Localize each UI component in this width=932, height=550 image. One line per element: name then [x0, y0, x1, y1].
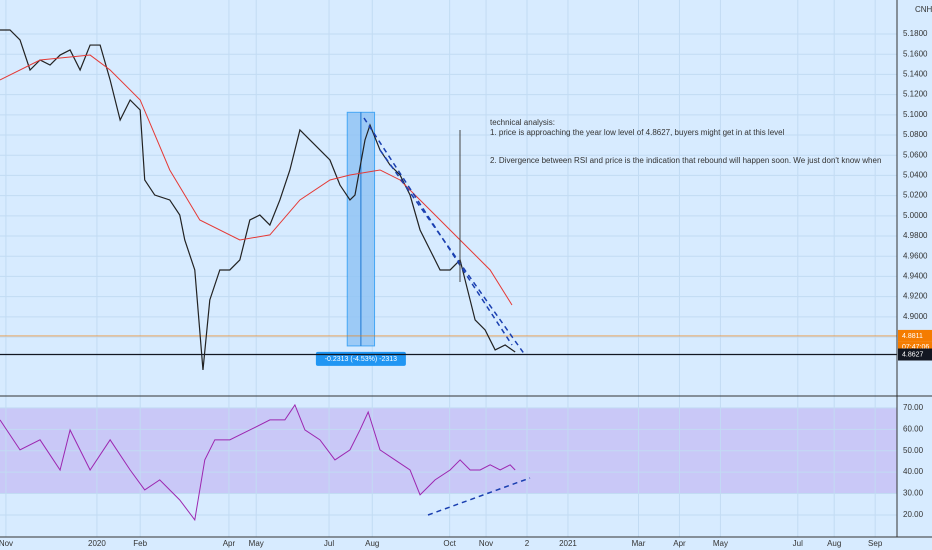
annotation: 2. Divergence between RSI and price is t…: [490, 156, 881, 165]
series-line: [0, 29, 516, 371]
symbol: CNH: [915, 5, 932, 14]
y-tick-label: 4.9800: [903, 231, 928, 240]
price-label-box: [898, 329, 932, 342]
y-tick-label: 5.1400: [903, 70, 928, 79]
annotation: 1. price is approaching the year low lev…: [490, 128, 785, 137]
trendline: [427, 477, 531, 516]
x-tick-label: 2020: [88, 539, 106, 548]
x-tick-label: 2021: [559, 539, 577, 548]
x-tick-label: 2: [525, 539, 530, 548]
countdown-box: [898, 341, 932, 352]
y-tick-label: 5.1000: [903, 110, 928, 119]
y-tick-label: 5.1600: [903, 49, 928, 58]
series-line: [0, 54, 513, 306]
x-tick-label: Aug: [827, 539, 841, 548]
y-tick-label: 20.00: [903, 510, 924, 519]
y-tick-label: 5.1800: [903, 29, 928, 38]
x-tick-label: Sep: [868, 539, 883, 548]
x-tick-label: May: [713, 539, 728, 548]
measure-label: -0.2313 (-4.53%) -2313: [325, 356, 397, 363]
y-tick-label: 5.1200: [903, 90, 928, 99]
y-tick-label: 40.00: [903, 467, 924, 476]
x-tick-label: Aug: [365, 539, 379, 548]
countdown: 07:47:06: [902, 344, 929, 351]
x-tick-label: Feb: [133, 539, 147, 548]
x-tick-label: Apr: [673, 539, 686, 548]
y-tick-label: 60.00: [903, 424, 924, 433]
x-tick-label: Jul: [324, 539, 334, 548]
y-tick-label: 5.0400: [903, 171, 928, 180]
x-tick-label: Mar: [632, 539, 646, 548]
x-tick-label: Jul: [793, 539, 803, 548]
y-tick-label: 4.9600: [903, 251, 928, 260]
x-tick-label: Nov: [479, 539, 493, 548]
y-tick-label: 50.00: [903, 446, 924, 455]
x-tick-label: Apr: [223, 539, 236, 548]
x-tick-label: May: [249, 539, 264, 548]
y-tick-label: 5.0200: [903, 191, 928, 200]
series-line: [0, 403, 516, 522]
price-label: 4.8627: [902, 351, 924, 358]
price-label-box: [898, 348, 932, 361]
y-tick-label: 5.0600: [903, 150, 928, 159]
y-tick-label: 4.9200: [903, 292, 928, 301]
annotation: technical analysis:: [490, 118, 555, 127]
trendline: [379, 149, 526, 356]
y-tick-label: 4.9400: [903, 272, 928, 281]
x-tick-label: Nov: [0, 539, 13, 548]
y-tick-label: 70.00: [903, 403, 924, 412]
measure-label-box: [315, 351, 406, 366]
x-tick-label: Oct: [443, 539, 456, 548]
y-tick-label: 5.0800: [903, 130, 928, 139]
price-label: 4.8811: [902, 333, 923, 340]
y-tick-label: 5.0000: [903, 211, 928, 220]
y-tick-label: 30.00: [903, 489, 924, 498]
y-tick-label: 4.9000: [903, 312, 928, 321]
